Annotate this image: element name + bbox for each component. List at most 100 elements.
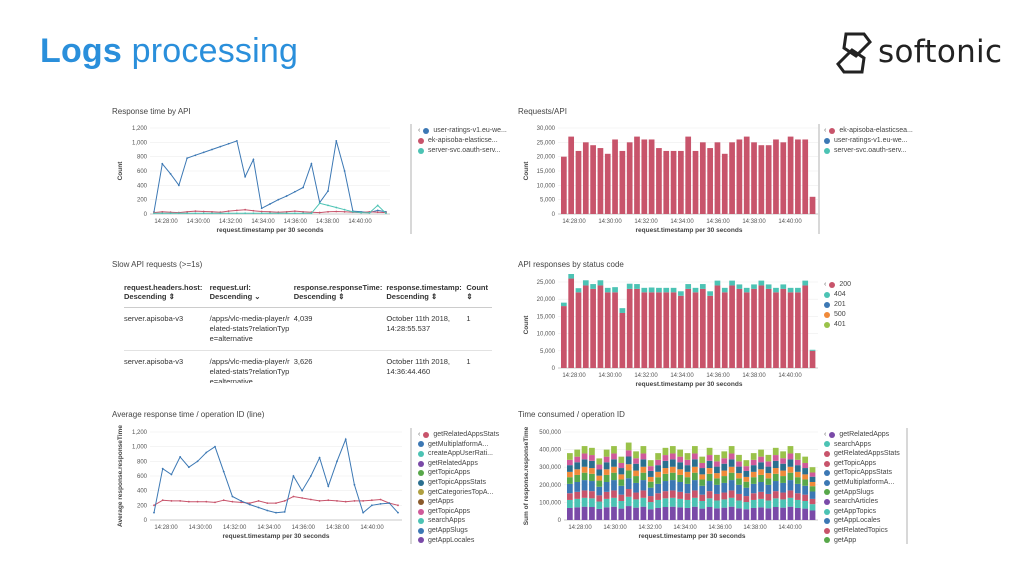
legend-item[interactable]: searchApps xyxy=(824,440,900,450)
legend-item[interactable]: getRelatedTopics xyxy=(824,526,900,536)
legend-item[interactable]: searchArticles xyxy=(824,497,900,507)
legend-item[interactable]: getApp xyxy=(824,536,900,546)
bar-segment xyxy=(677,481,684,492)
legend-item[interactable]: 401 xyxy=(824,320,851,330)
softonic-logo-icon xyxy=(836,32,872,74)
bar-segment xyxy=(780,458,786,464)
legend-item[interactable]: getMultiplatformA... xyxy=(418,440,499,450)
panel-title-slow-requests: Slow API requests (>=1s) xyxy=(112,260,203,269)
legend-item[interactable]: getTopicAppsStats xyxy=(418,478,499,488)
x-tick-label: 14:28:00 xyxy=(562,219,586,225)
legend-item[interactable]: getTopicApps xyxy=(418,507,499,517)
legend-item[interactable]: server-svc.oauth-serv... xyxy=(824,146,913,156)
x-tick-label: 14:40:00 xyxy=(778,373,802,379)
bar-segment xyxy=(780,499,786,508)
bar-segment xyxy=(809,476,816,482)
bar-segment xyxy=(765,493,772,501)
legend-item[interactable]: 201 xyxy=(824,300,851,310)
bar xyxy=(802,280,809,286)
legend-item[interactable]: getTopicApps xyxy=(418,468,499,478)
bar-segment xyxy=(625,442,632,451)
legend-item[interactable]: getAppLocales xyxy=(418,536,499,546)
bar xyxy=(758,285,765,368)
legend-item[interactable]: getCategoriesTopA... xyxy=(418,488,499,498)
legend-toggle-icon[interactable]: ‹ xyxy=(418,431,421,438)
bar-segment xyxy=(714,478,720,485)
bar xyxy=(692,292,699,368)
bar-segment xyxy=(787,506,794,520)
y-axis-label: Count xyxy=(523,315,530,335)
legend-item[interactable]: ‹ ek-apisoba-elasticsea... xyxy=(824,126,913,136)
legend-label: getAppTopics xyxy=(834,507,877,515)
bar-segment xyxy=(647,496,654,503)
legend-scrollbar[interactable] xyxy=(906,428,908,544)
legend-color-dot xyxy=(418,138,424,144)
bar-segment xyxy=(780,463,786,471)
bar-segment xyxy=(603,498,610,508)
bar-segment xyxy=(706,498,713,508)
bar xyxy=(699,288,706,368)
bar-segment xyxy=(809,467,816,473)
legend-scrollbar[interactable] xyxy=(818,124,820,234)
legend-item[interactable]: searchApps xyxy=(418,516,499,526)
legend-item[interactable]: getAppSlugs xyxy=(824,488,900,498)
bar-segment xyxy=(677,498,684,508)
slide-title-bold: Logs xyxy=(40,32,123,70)
legend-item[interactable]: getAppTopics xyxy=(824,507,900,517)
legend-item[interactable]: getApps xyxy=(418,497,499,507)
legend-item[interactable]: createAppUserRati... xyxy=(418,449,499,459)
legend-item[interactable]: getAppSlugs xyxy=(418,526,499,536)
col-header-host[interactable]: request.headers.host: Descending ⇕ xyxy=(124,283,210,308)
legend-color-dot xyxy=(824,537,830,544)
legend-toggle-icon[interactable]: ‹ xyxy=(824,127,827,134)
legend-item[interactable]: getTopicApps xyxy=(824,459,900,469)
col-header-url[interactable]: request.url: Descending ⌄ xyxy=(209,283,294,308)
legend-item[interactable]: 500 xyxy=(824,310,851,320)
bar-segment xyxy=(640,490,647,498)
legend-item[interactable]: server-svc.oauth-serv... xyxy=(418,146,507,156)
legend-toggle-icon[interactable]: ‹ xyxy=(418,127,421,134)
legend-color-dot xyxy=(418,527,424,534)
bar-segment xyxy=(596,495,603,502)
legend-item[interactable]: ‹ 200 xyxy=(824,280,851,290)
bar-segment xyxy=(780,492,786,500)
legend-label: server-svc.oauth-serv... xyxy=(834,147,907,154)
bar xyxy=(714,285,721,368)
status-code-legend: ‹ 200 404 201 500 401 xyxy=(824,280,851,330)
legend-item[interactable]: getRelatedApps xyxy=(418,459,499,469)
bar-segment xyxy=(669,472,676,481)
bar xyxy=(648,287,655,293)
legend-scrollbar[interactable] xyxy=(410,428,412,544)
legend-toggle-icon[interactable]: ‹ xyxy=(824,431,827,438)
bar-segment xyxy=(706,507,713,520)
legend-scrollbar[interactable] xyxy=(410,124,412,234)
legend-label: searchApps xyxy=(428,517,465,525)
legend-item[interactable]: user-ratings-v1.eu-we... xyxy=(824,136,913,146)
col-header-timestamp[interactable]: response.timestamp: Descending ⇕ xyxy=(386,283,467,308)
legend-item[interactable]: getAppLocales xyxy=(824,516,900,526)
bar xyxy=(787,136,794,214)
y-tick-label: 1,000 xyxy=(132,140,148,146)
bar-segment xyxy=(692,490,698,498)
legend-item[interactable]: ‹ getRelatedApps xyxy=(824,430,900,440)
bar-segment xyxy=(728,472,735,481)
bar-segment xyxy=(596,486,603,496)
legend-item[interactable]: ‹ user-ratings-v1.eu-we... xyxy=(418,126,507,136)
legend-item[interactable]: getTopicAppsStats xyxy=(824,468,900,478)
legend-item[interactable]: ek-apisoba-elasticse... xyxy=(418,136,507,146)
legend-label: 200 xyxy=(839,281,852,288)
bar-segment xyxy=(706,460,713,469)
legend-item[interactable]: 404 xyxy=(824,290,851,300)
legend-item[interactable]: ‹ getRelatedAppsStats xyxy=(418,430,499,440)
legend-item[interactable]: getMultiplatformA... xyxy=(824,478,900,488)
legend-color-dot xyxy=(824,470,830,477)
legend-item[interactable]: getRelatedAppsStats xyxy=(824,449,900,459)
legend-label: user-ratings-v1.eu-we... xyxy=(433,127,507,134)
bar xyxy=(582,285,589,368)
legend-toggle-icon[interactable]: ‹ xyxy=(824,281,827,288)
col-header-count[interactable]: Count ⇕ xyxy=(466,283,492,308)
col-header-response-time[interactable]: response.responseTime: Descending ⇕ xyxy=(293,283,387,308)
slide-title: Logs processing xyxy=(40,32,298,71)
bar-segment xyxy=(625,506,632,520)
bar-segment xyxy=(618,474,625,480)
